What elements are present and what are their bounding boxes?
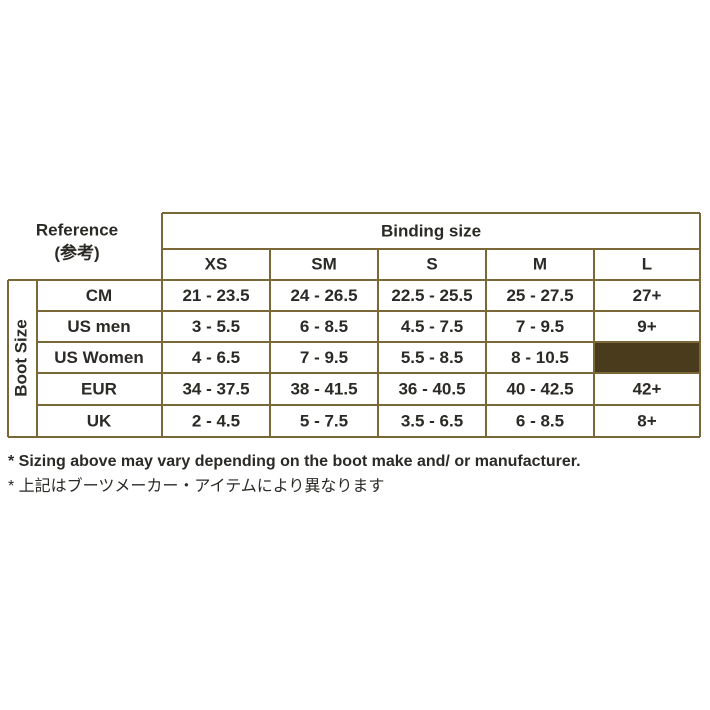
cell: 7 - 9.5 [300,348,348,367]
cell: 36 - 40.5 [398,379,465,398]
cell: 25 - 27.5 [506,286,573,305]
reference-title: Reference [36,220,118,239]
row-header: EUR [81,379,117,398]
binding-size-header: Binding size [381,221,481,240]
cell: 3 - 5.5 [192,317,240,336]
row-header: US Women [54,348,143,367]
cell: 2 - 4.5 [192,411,240,430]
cell: 42+ [633,379,662,398]
cell: 3.5 - 6.5 [401,411,463,430]
cell: 38 - 41.5 [290,379,357,398]
cell: 34 - 37.5 [182,379,249,398]
cell: 21 - 23.5 [182,286,249,305]
column-header: M [533,254,547,273]
cell: 9+ [637,317,656,336]
cell: 7 - 9.5 [516,317,564,336]
row-header: CM [86,286,112,305]
column-header: XS [205,254,228,273]
note: * 上記はブーツメーカー・アイテムにより異なります [8,476,384,495]
reference-subtitle: (参考) [54,242,99,262]
cell: 22.5 - 25.5 [391,286,472,305]
column-header: S [426,254,437,273]
note: * Sizing above may vary depending on the… [8,453,581,470]
cell: 27+ [633,286,662,305]
column-header: SM [311,254,337,273]
cell: 8 - 10.5 [511,348,569,367]
cell: 24 - 26.5 [290,286,357,305]
cell: 5.5 - 8.5 [401,348,463,367]
cell: 4 - 6.5 [192,348,240,367]
cell: 8+ [637,411,656,430]
row-header: US men [67,317,130,336]
cell: 5 - 7.5 [300,411,348,430]
cell: 6 - 8.5 [300,317,348,336]
empty-cell [594,342,700,373]
column-header: L [642,254,652,273]
cell: 40 - 42.5 [506,379,573,398]
cell: 4.5 - 7.5 [401,317,463,336]
boot-size-header: Boot Size [11,319,30,396]
row-header: UK [87,411,112,430]
cell: 6 - 8.5 [516,411,564,430]
